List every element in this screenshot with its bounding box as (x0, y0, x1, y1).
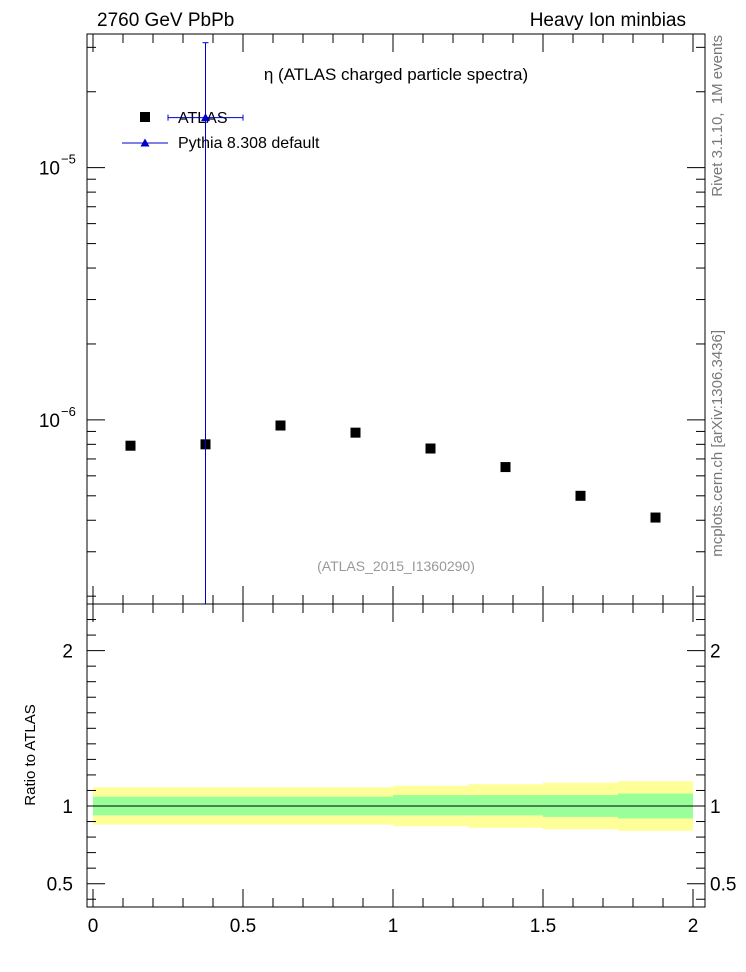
atlas-point (425, 443, 436, 454)
ratio-band-inner (468, 795, 543, 816)
atlas-point (350, 427, 361, 438)
ratio-ticks (87, 604, 705, 907)
legend-label-pythia: Pythia 8.308 default (178, 135, 320, 152)
legend: ATLAS Pythia 8.308 default (122, 110, 320, 152)
main-ytick-label: 10 (39, 159, 60, 180)
ratio-bands (93, 781, 693, 831)
header-right: Heavy Ion minbias (530, 10, 686, 31)
main-ytick-label: 10 (39, 411, 60, 432)
atlas-point (275, 420, 286, 431)
atlas-point (125, 440, 136, 451)
header-left: 2760 GeV PbPb (97, 10, 234, 31)
side-label-top: Rivet 3.1.10, 1M events (709, 35, 726, 197)
ratio-panel: 0.5 0.5 1 1 2 2 0 0.5 1 1.5 2 Ratio to ATLAS (22, 603, 737, 937)
ratio-ytick-label-right: 0.5 (710, 875, 736, 896)
ratio-ytick-label-left: 1 (62, 797, 73, 818)
ratio-ytick-label-right: 1 (710, 797, 721, 818)
side-label-bottom: mcplots.cern.ch [arXiv:1306.3436] (709, 330, 726, 557)
main-y-tick-labels: 10−410−510−6 (39, 152, 76, 432)
x-tick-label: 2 (688, 916, 699, 937)
ratio-ylabel: Ratio to ATLAS (22, 704, 39, 805)
legend-marker-atlas (140, 112, 150, 122)
x-tick-label: 1 (388, 916, 399, 937)
x-tick-label: 0.5 (230, 916, 256, 937)
x-tick-labels: 0 0.5 1 1.5 2 (88, 916, 699, 937)
ratio-ytick-label-right: 2 (710, 642, 721, 663)
ratio-y-tick-labels: 0.5 0.5 1 1 2 2 (47, 642, 737, 896)
x-tick-label: 1.5 (530, 916, 556, 937)
atlas-point (500, 462, 511, 473)
atlas-point (650, 512, 661, 523)
ratio-frame (86, 603, 706, 908)
legend-marker-pythia (140, 138, 150, 147)
main-panel: 10−410−510−6 η (ATLAS charged particle s… (39, 33, 706, 605)
ratio-ytick-label-left: 0.5 (47, 875, 73, 896)
main-ytick-exponent: −6 (61, 404, 76, 419)
watermark: (ATLAS_2015_I1360290) (317, 558, 475, 574)
ratio-band-inner (393, 795, 468, 816)
x-tick-label: 0 (88, 916, 99, 937)
atlas-point (575, 490, 586, 501)
main-ticks (87, 34, 705, 604)
main-title: η (ATLAS charged particle spectra) (264, 65, 528, 84)
main-data-points (125, 42, 661, 604)
main-ytick-exponent: −5 (61, 152, 76, 167)
pythia-point (201, 113, 210, 122)
ratio-ytick-label-left: 2 (62, 642, 73, 663)
